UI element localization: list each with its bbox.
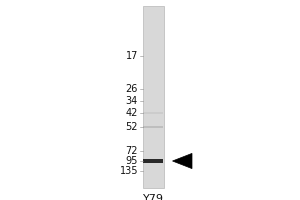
Text: 34: 34 bbox=[126, 96, 138, 106]
Bar bbox=[143, 126, 163, 128]
Bar bbox=[143, 159, 163, 163]
Text: 52: 52 bbox=[125, 122, 138, 132]
Polygon shape bbox=[172, 153, 192, 169]
Text: 26: 26 bbox=[126, 84, 138, 94]
Bar bbox=[142, 6, 164, 188]
Text: Y79: Y79 bbox=[142, 194, 164, 200]
Text: 17: 17 bbox=[126, 51, 138, 61]
Text: 95: 95 bbox=[126, 156, 138, 166]
Bar bbox=[143, 112, 163, 114]
Text: 72: 72 bbox=[125, 146, 138, 156]
Text: 135: 135 bbox=[119, 166, 138, 176]
Text: 42: 42 bbox=[126, 108, 138, 118]
